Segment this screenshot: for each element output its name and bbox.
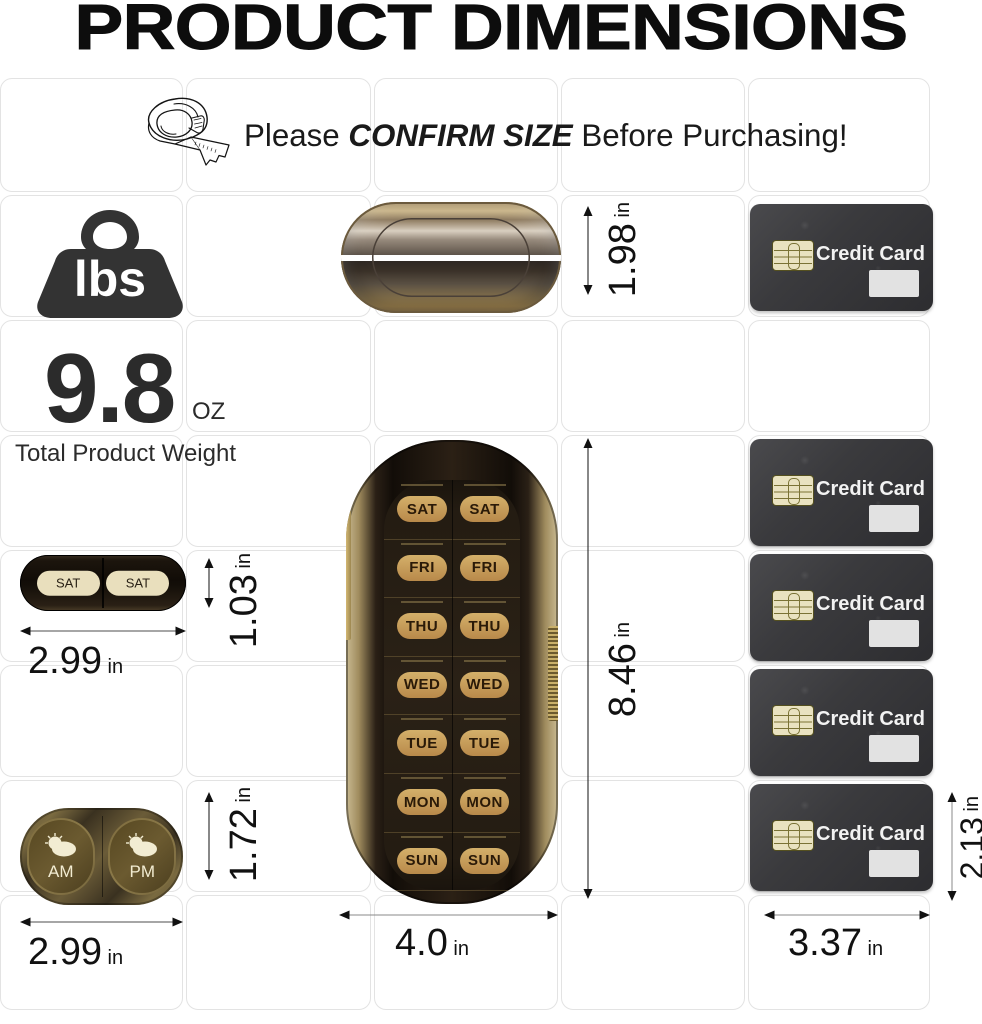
svg-text:lbs: lbs [74, 251, 146, 307]
